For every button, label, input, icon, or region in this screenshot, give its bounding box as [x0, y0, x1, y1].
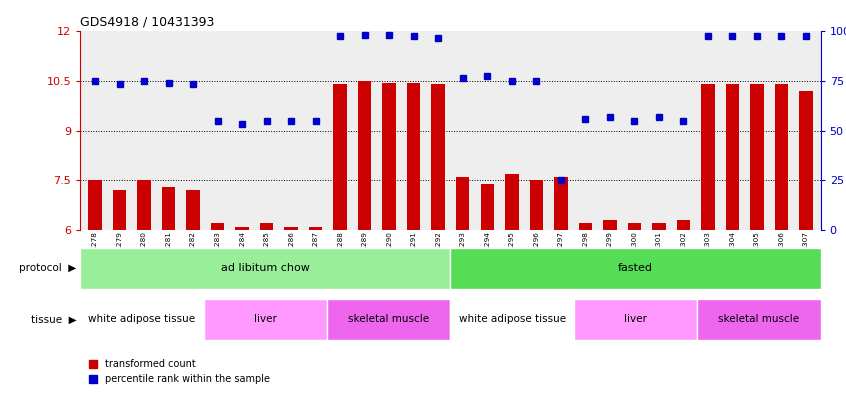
- Bar: [450, 299, 574, 340]
- Bar: [799, 91, 813, 230]
- Bar: [80, 248, 450, 289]
- Text: liver: liver: [624, 314, 647, 324]
- Text: ad libitum chow: ad libitum chow: [221, 263, 310, 273]
- Bar: [554, 177, 568, 230]
- Bar: [211, 223, 224, 230]
- Bar: [628, 223, 641, 230]
- Bar: [530, 180, 543, 230]
- Text: white adipose tissue: white adipose tissue: [459, 314, 566, 324]
- Text: skeletal muscle: skeletal muscle: [349, 314, 430, 324]
- Bar: [113, 190, 126, 230]
- Bar: [677, 220, 690, 230]
- Text: white adipose tissue: white adipose tissue: [89, 314, 195, 324]
- Bar: [750, 84, 764, 230]
- Bar: [260, 223, 273, 230]
- Text: liver: liver: [254, 314, 277, 324]
- Text: fasted: fasted: [618, 263, 653, 273]
- Bar: [80, 299, 204, 340]
- Bar: [775, 84, 788, 230]
- Bar: [603, 220, 617, 230]
- Bar: [431, 84, 445, 230]
- Bar: [481, 184, 494, 230]
- Bar: [407, 83, 420, 230]
- Bar: [726, 84, 739, 230]
- Bar: [697, 299, 821, 340]
- Bar: [186, 190, 200, 230]
- Bar: [505, 174, 519, 230]
- Bar: [579, 223, 592, 230]
- Bar: [333, 84, 347, 230]
- Bar: [450, 248, 821, 289]
- Bar: [652, 223, 666, 230]
- Bar: [327, 299, 451, 340]
- Text: GDS4918 / 10431393: GDS4918 / 10431393: [80, 16, 215, 29]
- Bar: [574, 299, 697, 340]
- Bar: [204, 299, 327, 340]
- Text: tissue  ▶: tissue ▶: [30, 314, 76, 324]
- Bar: [382, 83, 396, 230]
- Bar: [162, 187, 175, 230]
- Bar: [284, 227, 298, 230]
- Bar: [137, 180, 151, 230]
- Text: skeletal muscle: skeletal muscle: [718, 314, 799, 324]
- Bar: [309, 227, 322, 230]
- Legend: transformed count, percentile rank within the sample: transformed count, percentile rank withi…: [85, 356, 273, 388]
- Bar: [235, 227, 249, 230]
- Bar: [456, 177, 470, 230]
- Bar: [358, 81, 371, 230]
- Bar: [701, 84, 715, 230]
- Bar: [88, 180, 102, 230]
- Text: protocol  ▶: protocol ▶: [19, 263, 76, 273]
